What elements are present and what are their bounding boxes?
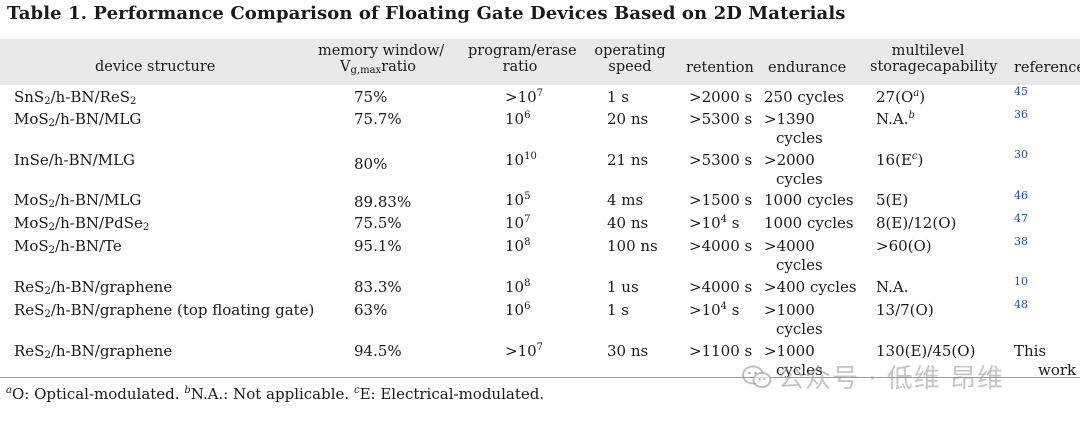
cell-pe-ratio: 1010 <box>505 151 537 169</box>
table-bottom-rule <box>0 377 1080 378</box>
cell-retention: >104 s <box>689 214 740 232</box>
cell-window: 83.3% <box>354 278 402 296</box>
cell-device: ReS2/h-BN/graphene <box>14 278 173 297</box>
reference-link[interactable]: 30 <box>1014 148 1028 161</box>
cell-endurance: >400 cycles <box>764 278 857 296</box>
cell-window: 95.1% <box>354 237 402 255</box>
cell-pe-ratio: >107 <box>505 342 544 360</box>
cell-window: 75.5% <box>354 214 402 232</box>
cell-pe-ratio: 106 <box>505 301 531 319</box>
cell-speed: 100 ns <box>607 237 658 255</box>
table-header: device structure memory window/ Vg,maxra… <box>0 39 1080 85</box>
cell-pe-ratio: 108 <box>505 237 531 255</box>
cell-retention: >5300 s <box>689 110 753 128</box>
watermark-text: 公众号 · 低维 昂维 <box>778 364 1005 394</box>
wechat-icon <box>742 365 772 388</box>
table-footnote: aO: Optical-modulated. bN.A.: Not applic… <box>6 385 545 403</box>
header-endurance: endurance <box>768 60 847 76</box>
reference-link[interactable]: 48 <box>1014 298 1028 311</box>
cell-endurance: >1000 cycles <box>764 342 823 379</box>
cell-multilevel: 8(E)/12(O) <box>876 214 957 232</box>
cell-retention: >4000 s <box>689 278 753 296</box>
cell-reference: This work <box>1014 342 1077 379</box>
cell-speed: 40 ns <box>607 214 649 232</box>
cell-multilevel: 5(E) <box>876 191 909 209</box>
cell-device: MoS2/h-BN/Te <box>14 237 122 256</box>
cell-speed: 30 ns <box>607 342 649 360</box>
cell-device: MoS2/h-BN/PdSe2 <box>14 214 150 233</box>
cell-retention: >2000 s <box>689 88 753 106</box>
cell-window: 94.5% <box>354 342 402 360</box>
reference-link[interactable]: 45 <box>1014 85 1028 98</box>
cell-multilevel: 130(E)/45(O) <box>876 342 976 360</box>
cell-window: 75% <box>354 88 388 106</box>
header-reference: reference <box>1014 60 1080 76</box>
reference-link[interactable]: 47 <box>1014 212 1028 225</box>
cell-device: MoS2/h-BN/MLG <box>14 110 142 129</box>
reference-link[interactable]: 10 <box>1014 275 1028 288</box>
header-memory-window: memory window/ Vg,maxratio <box>318 43 445 76</box>
cell-window: 89.83% <box>354 193 412 211</box>
cell-speed: 21 ns <box>607 151 649 169</box>
reference-link[interactable]: 36 <box>1014 108 1028 121</box>
cell-device: MoS2/h-BN/MLG <box>14 191 142 210</box>
cell-pe-ratio: 107 <box>505 214 531 232</box>
header-multilevel: multilevel storagecapability <box>870 43 998 75</box>
cell-speed: 1 s <box>607 88 630 106</box>
header-program-erase: program/erase ratio <box>468 43 577 75</box>
table-title: Table 1. Performance Comparison of Float… <box>7 3 846 24</box>
header-operating-speed: operating speed <box>594 43 666 75</box>
cell-window: 80% <box>354 155 388 173</box>
cell-retention: >4000 s <box>689 237 753 255</box>
cell-endurance: 1000 cycles <box>764 191 854 209</box>
cell-retention: >104 s <box>689 301 740 319</box>
cell-endurance: >2000 cycles <box>764 151 823 188</box>
cell-pe-ratio: >107 <box>505 88 544 106</box>
cell-endurance: 250 cycles <box>764 88 845 106</box>
cell-endurance: 1000 cycles <box>764 214 854 232</box>
cell-pe-ratio: 106 <box>505 110 531 128</box>
cell-pe-ratio: 105 <box>505 191 531 209</box>
header-retention: retention <box>686 60 754 76</box>
cell-endurance: >4000 cycles <box>764 237 823 274</box>
cell-window: 63% <box>354 301 388 319</box>
reference-link[interactable]: 46 <box>1014 189 1028 202</box>
cell-retention: >5300 s <box>689 151 753 169</box>
cell-multilevel: 27(Oa) <box>876 88 926 106</box>
header-device-structure: device structure <box>95 59 216 75</box>
cell-speed: 1 us <box>607 278 639 296</box>
cell-speed: 1 s <box>607 301 630 319</box>
cell-retention: >1500 s <box>689 191 753 209</box>
cell-multilevel: 13/7(O) <box>876 301 934 319</box>
cell-window: 75.7% <box>354 110 402 128</box>
cell-speed: 4 ms <box>607 191 644 209</box>
cell-device: SnS2/h-BN/ReS2 <box>14 88 137 107</box>
cell-pe-ratio: 108 <box>505 278 531 296</box>
cell-endurance: >1390 cycles <box>764 110 823 147</box>
cell-device: InSe/h-BN/MLG <box>14 151 136 169</box>
cell-endurance: >1000 cycles <box>764 301 823 338</box>
cell-speed: 20 ns <box>607 110 649 128</box>
cell-device: ReS2/h-BN/graphene <box>14 342 173 361</box>
cell-multilevel: N.A. <box>876 278 909 296</box>
cell-multilevel: N.A.b <box>876 110 915 128</box>
reference-link[interactable]: 38 <box>1014 235 1028 248</box>
cell-multilevel: 16(Ec) <box>876 151 924 169</box>
cell-multilevel: >60(O) <box>876 237 932 255</box>
cell-retention: >1100 s <box>689 342 753 360</box>
cell-device: ReS2/h-BN/graphene (top floating gate) <box>14 301 315 320</box>
